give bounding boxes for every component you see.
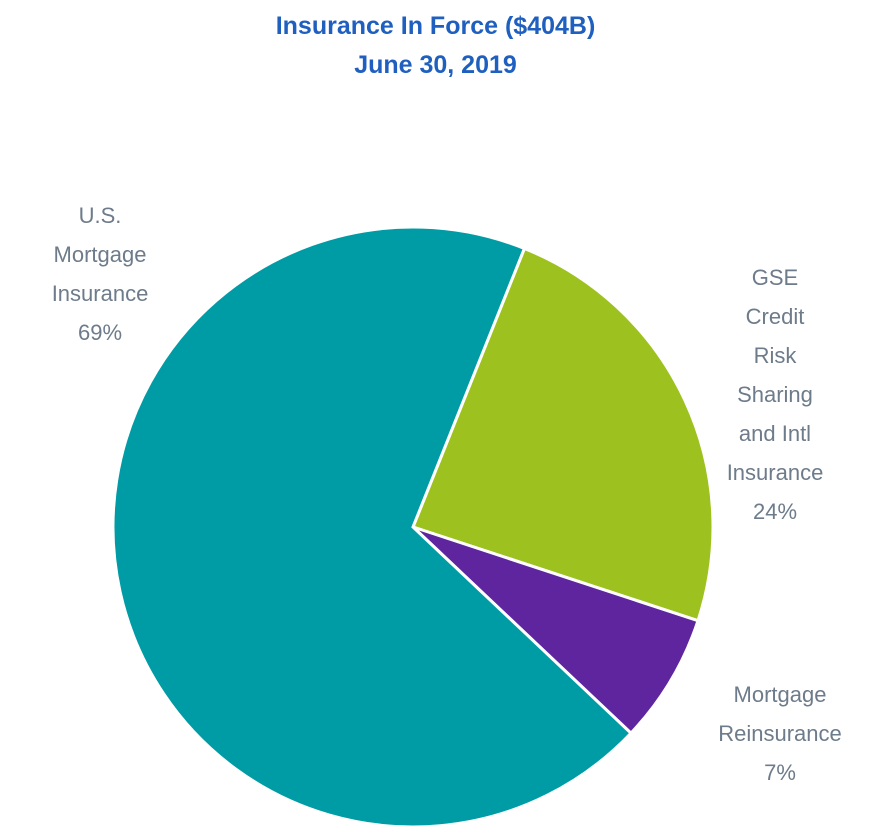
value-label: 24% [752, 499, 798, 524]
slice-label: Mortgage Reinsurance 7% [718, 675, 842, 792]
slice-label: U.S. Mortgage Insurance 69% [52, 196, 149, 352]
category-label: Mortgage Reinsurance [718, 682, 842, 746]
pie-slice [111, 225, 634, 826]
category-label: GSE Credit Risk Sharing and Intl Insuran… [726, 265, 824, 485]
category-label: U.S. Mortgage Insurance [51, 203, 149, 306]
pie-slice [411, 525, 700, 736]
chart-subtitle: June 30, 2019 [354, 51, 517, 79]
value-label: 7% [764, 760, 796, 785]
slice-label: GSE Credit Risk Sharing and Intl Insuran… [727, 258, 824, 531]
value-label: 69% [77, 320, 123, 345]
chart-title: Insurance In Force ($404B) [275, 12, 596, 40]
